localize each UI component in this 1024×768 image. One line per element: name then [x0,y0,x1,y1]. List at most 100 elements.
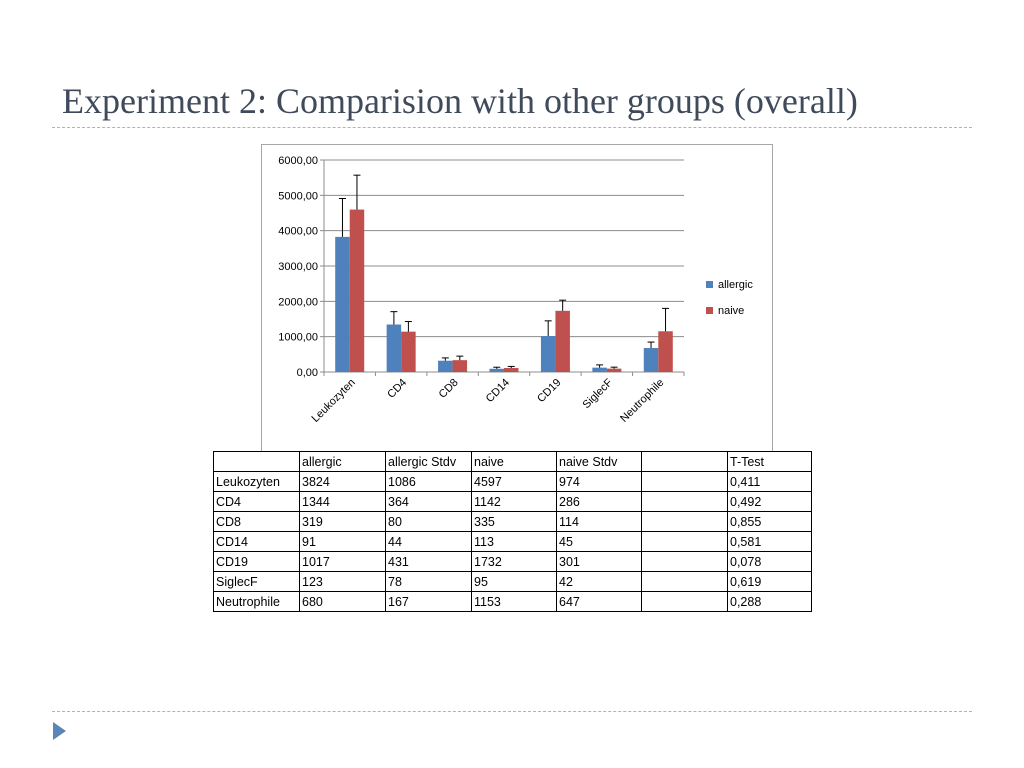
table-header-cell: allergic Stdv [385,451,472,472]
table-cell: 91 [299,531,386,552]
table-cell: 0,288 [727,591,812,612]
table-cell: 80 [385,511,472,532]
table-cell: 167 [385,591,472,612]
table-cell: 301 [556,551,642,572]
table-row: Neutrophile 680 167 1153 647 0,288 [213,591,812,612]
table-cell: 45 [556,531,642,552]
y-tick-label: 1000,00 [278,332,318,344]
bar-allergic-neutrophile [643,347,659,372]
table-cell: 78 [385,571,472,592]
bar-naive-cd8 [452,360,468,372]
data-table: allergic allergic Stdv naive naive Stdv T-Te… [213,451,812,612]
table-cell: 0,619 [727,571,812,592]
table-cell [641,531,728,552]
table-header-cell [213,451,300,472]
table-header-cell: naive Stdv [556,451,642,472]
table-cell: 974 [556,471,642,492]
table-cell [641,511,728,532]
table-header-cell: T-Test [727,451,812,472]
table-row: CD19 1017 431 1732 301 0,078 [213,551,812,572]
bar-allergic-cd19 [540,336,556,372]
x-category-label: CD8 [437,377,461,401]
bar-allergic-siglecf [592,367,607,372]
table-cell: 1142 [471,491,557,512]
table-cell: 42 [556,571,642,592]
table-cell: CD14 [213,531,300,552]
table-header-cell: naive [471,451,557,472]
table-cell [641,471,728,492]
table-header-row: allergic allergic Stdv naive naive Stdv T-Te… [213,451,812,472]
table-cell: 1153 [471,591,557,612]
table-row: CD4 1344 364 1142 286 0,492 [213,491,812,512]
bar-naive-siglecf [606,368,622,372]
table-cell: 0,581 [727,531,812,552]
y-tick-label: 2000,00 [278,296,318,308]
table-cell: 0,492 [727,491,812,512]
table-row: Leukozyten 3824 1086 4597 974 0,411 [213,471,812,492]
y-tick-label: 4000,00 [278,226,318,238]
table-cell: 431 [385,551,472,572]
table-cell: 44 [385,531,472,552]
y-tick-label: 6000,00 [278,155,318,167]
table-cell: 286 [556,491,642,512]
x-category-label: CD19 [535,377,563,405]
table-header-cell [641,451,728,472]
table-cell: 3824 [299,471,386,492]
bar-allergic-cd4 [386,324,402,372]
table-cell [641,591,728,612]
bar-naive-cd4 [401,331,416,372]
table-cell: 113 [471,531,557,552]
legend-label-naive: naive [718,305,744,317]
chart-container: 0,00 1000,00 2000,00 3000,00 4000,00 5000,00 6… [261,144,773,452]
x-category-label: Leukozyten [310,377,358,425]
bar-naive-leukozyten [349,209,365,372]
bar-naive-neutrophile [658,331,673,372]
bar-naive-cd14 [504,368,519,372]
table-cell: 0,855 [727,511,812,532]
table-cell: 114 [556,511,642,532]
table-cell: SiglecF [213,571,300,592]
footer-divider [52,711,972,712]
table-row: CD8 319 80 335 114 0,855 [213,511,812,532]
table-cell: 335 [471,511,557,532]
table-cell: 1017 [299,551,386,572]
table-cell: 319 [299,511,386,532]
table-cell: 123 [299,571,386,592]
table-cell: 1344 [299,491,386,512]
table-cell [641,551,728,572]
x-category-label: CD14 [484,377,512,405]
bar-allergic-cd8 [438,360,453,372]
table-cell: Leukozyten [213,471,300,492]
table-header-cell: allergic [299,451,386,472]
table-cell: Neutrophile [213,591,300,612]
bar-chart: 0,00 1000,00 2000,00 3000,00 4000,00 5000,00 6… [278,155,753,425]
table-cell [641,571,728,592]
x-category-label: SiglecF [581,376,616,411]
y-tick-label: 0,00 [297,367,318,379]
slide-title: Experiment 2: Comparision with other gro… [62,81,858,121]
table-cell: CD19 [213,551,300,572]
table-row: CD14 91 44 113 45 0,581 [213,531,812,552]
table-cell: 0,078 [727,551,812,572]
table-cell [641,491,728,512]
table-cell: 680 [299,591,386,612]
table-row: SiglecF 123 78 95 42 0,619 [213,571,812,592]
slide-nav-arrow-icon[interactable] [53,722,66,740]
table-cell: 647 [556,591,642,612]
title-divider [52,127,972,128]
table-cell: 0,411 [727,471,812,492]
table-cell: 4597 [471,471,557,492]
bar-allergic-leukozyten [335,236,350,372]
table-cell: CD4 [213,491,300,512]
table-cell: CD8 [213,511,300,532]
table-cell: 1732 [471,551,557,572]
y-tick-label: 3000,00 [278,261,318,273]
table-cell: 364 [385,491,472,512]
legend-swatch-allergic [706,281,713,288]
x-category-label: Neutrophile [618,377,666,425]
bar-naive-cd19 [555,310,570,372]
legend-label-allergic: allergic [718,279,753,291]
bar-allergic-cd14 [489,368,504,372]
x-category-label: CD4 [385,377,409,401]
table-cell: 95 [471,571,557,592]
